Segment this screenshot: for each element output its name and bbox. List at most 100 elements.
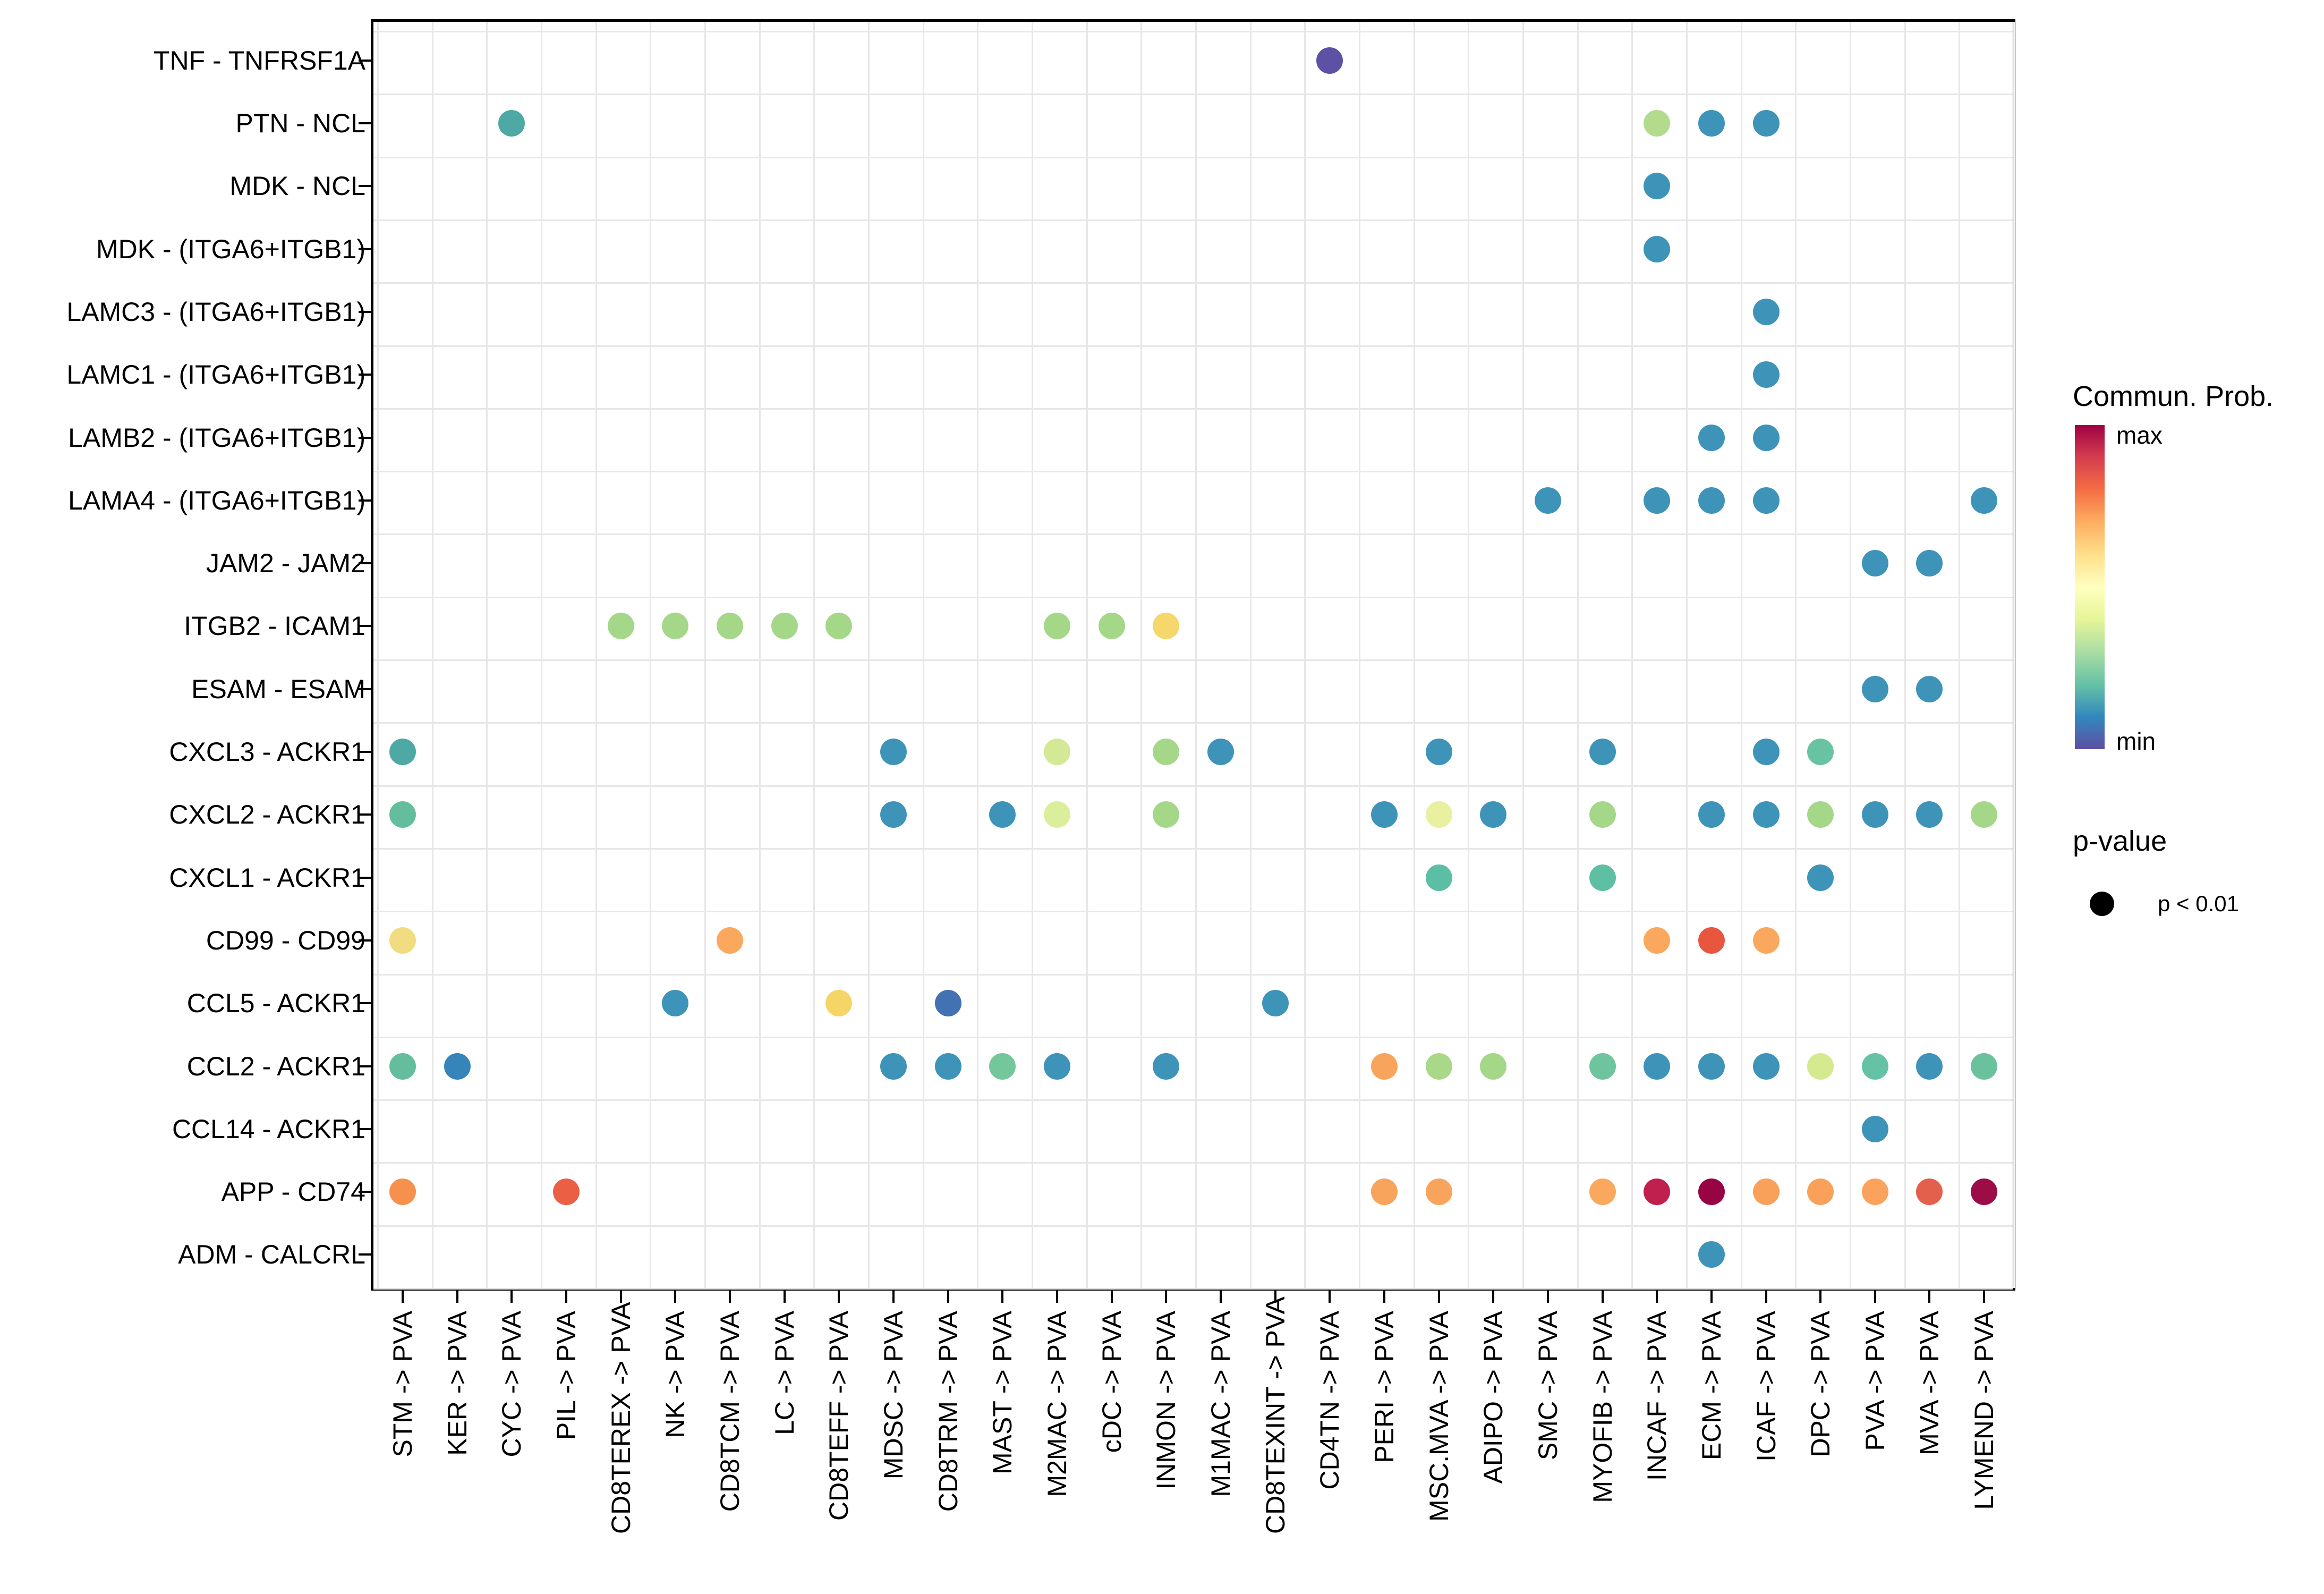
data-point xyxy=(1752,1178,1780,1206)
gridline-vertical xyxy=(1522,22,1525,1288)
data-point xyxy=(1644,927,1671,954)
y-axis-tick xyxy=(359,185,371,188)
data-point xyxy=(1971,1053,1998,1080)
x-axis-tick xyxy=(619,1291,622,1303)
y-axis-tick xyxy=(359,1002,371,1005)
data-point xyxy=(716,927,743,954)
y-axis-tick xyxy=(359,59,371,62)
data-point xyxy=(1861,801,1888,828)
gridline-horizontal xyxy=(373,282,2013,284)
data-point xyxy=(1698,1053,1725,1080)
x-axis-tick xyxy=(510,1291,513,1303)
data-point xyxy=(389,801,416,828)
data-point xyxy=(1698,1178,1725,1206)
data-point xyxy=(1861,1053,1888,1080)
data-point xyxy=(1861,1115,1888,1142)
data-point xyxy=(1698,927,1725,954)
x-axis-tick xyxy=(1819,1291,1822,1303)
data-point xyxy=(1589,739,1616,765)
data-point xyxy=(389,927,416,954)
gridline-vertical xyxy=(977,22,979,1288)
gridline-horizontal xyxy=(373,94,2013,96)
colorbar-min-label: min xyxy=(2116,727,2156,755)
x-axis-tick xyxy=(1165,1291,1168,1303)
gridline-vertical xyxy=(486,22,488,1288)
data-point xyxy=(1971,487,1998,514)
x-axis-tick xyxy=(402,1291,404,1303)
x-axis-label: PERI -> PVA xyxy=(1369,1311,1399,1463)
gridline-horizontal xyxy=(373,659,2013,662)
data-point xyxy=(1752,487,1780,514)
x-axis-label: CD8TRM -> PVA xyxy=(933,1311,963,1512)
data-point xyxy=(1698,424,1725,451)
gridline-vertical xyxy=(922,22,924,1288)
y-axis-label: LAMC1 - (ITGA6+ITGB1) xyxy=(66,360,365,390)
x-axis-tick xyxy=(1001,1291,1004,1303)
gridline-horizontal xyxy=(373,408,2013,410)
gridline-vertical xyxy=(813,22,815,1288)
y-axis-label: CXCL1 - ACKR1 xyxy=(169,862,365,893)
gridline-vertical xyxy=(1086,22,1088,1288)
colorbar-title: Commun. Prob. xyxy=(2073,380,2274,412)
x-axis-label: MVA -> PVA xyxy=(1914,1311,1945,1455)
data-point xyxy=(1153,801,1180,828)
data-point xyxy=(1153,613,1180,640)
x-axis-tick xyxy=(1274,1291,1276,1303)
y-axis-tick xyxy=(359,1191,371,1193)
x-axis-tick xyxy=(1219,1291,1222,1303)
gridline-vertical xyxy=(1468,22,1470,1288)
data-point xyxy=(1807,801,1834,828)
data-point xyxy=(1644,173,1671,200)
y-axis-tick xyxy=(359,374,371,376)
gridline-horizontal xyxy=(373,1162,2013,1164)
x-axis-label: CYC -> PVA xyxy=(497,1311,527,1457)
gridline-horizontal xyxy=(373,471,2013,473)
gridline-horizontal xyxy=(373,1288,2013,1290)
gridline-horizontal xyxy=(373,785,2013,787)
x-axis-tick xyxy=(1437,1291,1440,1303)
gridline-vertical xyxy=(541,22,543,1288)
data-point xyxy=(1589,1053,1616,1080)
data-point xyxy=(1752,424,1780,451)
gridline-horizontal xyxy=(373,1099,2013,1101)
data-point xyxy=(1425,801,1452,828)
y-axis-tick xyxy=(359,688,371,690)
y-axis-label: PTN - NCL xyxy=(235,108,365,138)
y-axis-label: LAMB2 - (ITGA6+ITGB1) xyxy=(68,422,365,453)
gridline-vertical xyxy=(431,22,433,1288)
y-axis-tick xyxy=(359,751,371,753)
x-axis-tick xyxy=(1710,1291,1713,1303)
x-axis-label: MSC.MVA -> PVA xyxy=(1424,1311,1454,1522)
data-point xyxy=(989,1053,1016,1080)
gridline-vertical xyxy=(1195,22,1197,1288)
gridline-vertical xyxy=(1959,22,1961,1288)
x-axis-label: MDSC -> PVA xyxy=(878,1311,908,1480)
data-point xyxy=(1644,110,1671,137)
data-point xyxy=(1916,1053,1943,1080)
gridline-vertical xyxy=(1304,22,1306,1288)
gridline-horizontal xyxy=(373,31,2013,33)
y-axis-tick xyxy=(359,499,371,502)
data-point xyxy=(880,1053,907,1080)
y-axis-label: JAM2 - JAM2 xyxy=(206,548,365,579)
gridline-horizontal xyxy=(373,345,2013,347)
data-point xyxy=(880,739,907,765)
data-point xyxy=(1807,1178,1834,1206)
y-axis-tick xyxy=(359,813,371,816)
data-point xyxy=(1752,739,1780,765)
colorbar-gradient xyxy=(2075,425,2105,749)
x-axis-tick xyxy=(1546,1291,1549,1303)
data-point xyxy=(1752,110,1780,137)
x-axis-label: DPC -> PVA xyxy=(1806,1311,1836,1457)
x-axis-tick xyxy=(1383,1291,1385,1303)
gridline-vertical xyxy=(1795,22,1797,1288)
x-axis-label: CD4TN -> PVA xyxy=(1315,1311,1345,1490)
gridline-horizontal xyxy=(373,911,2013,913)
data-point xyxy=(1262,990,1289,1017)
gridline-horizontal xyxy=(373,1036,2013,1038)
x-axis-tick xyxy=(674,1291,677,1303)
data-point xyxy=(1752,801,1780,828)
y-axis-tick xyxy=(359,1065,371,1067)
data-point xyxy=(1861,550,1888,577)
data-point xyxy=(1698,110,1725,137)
